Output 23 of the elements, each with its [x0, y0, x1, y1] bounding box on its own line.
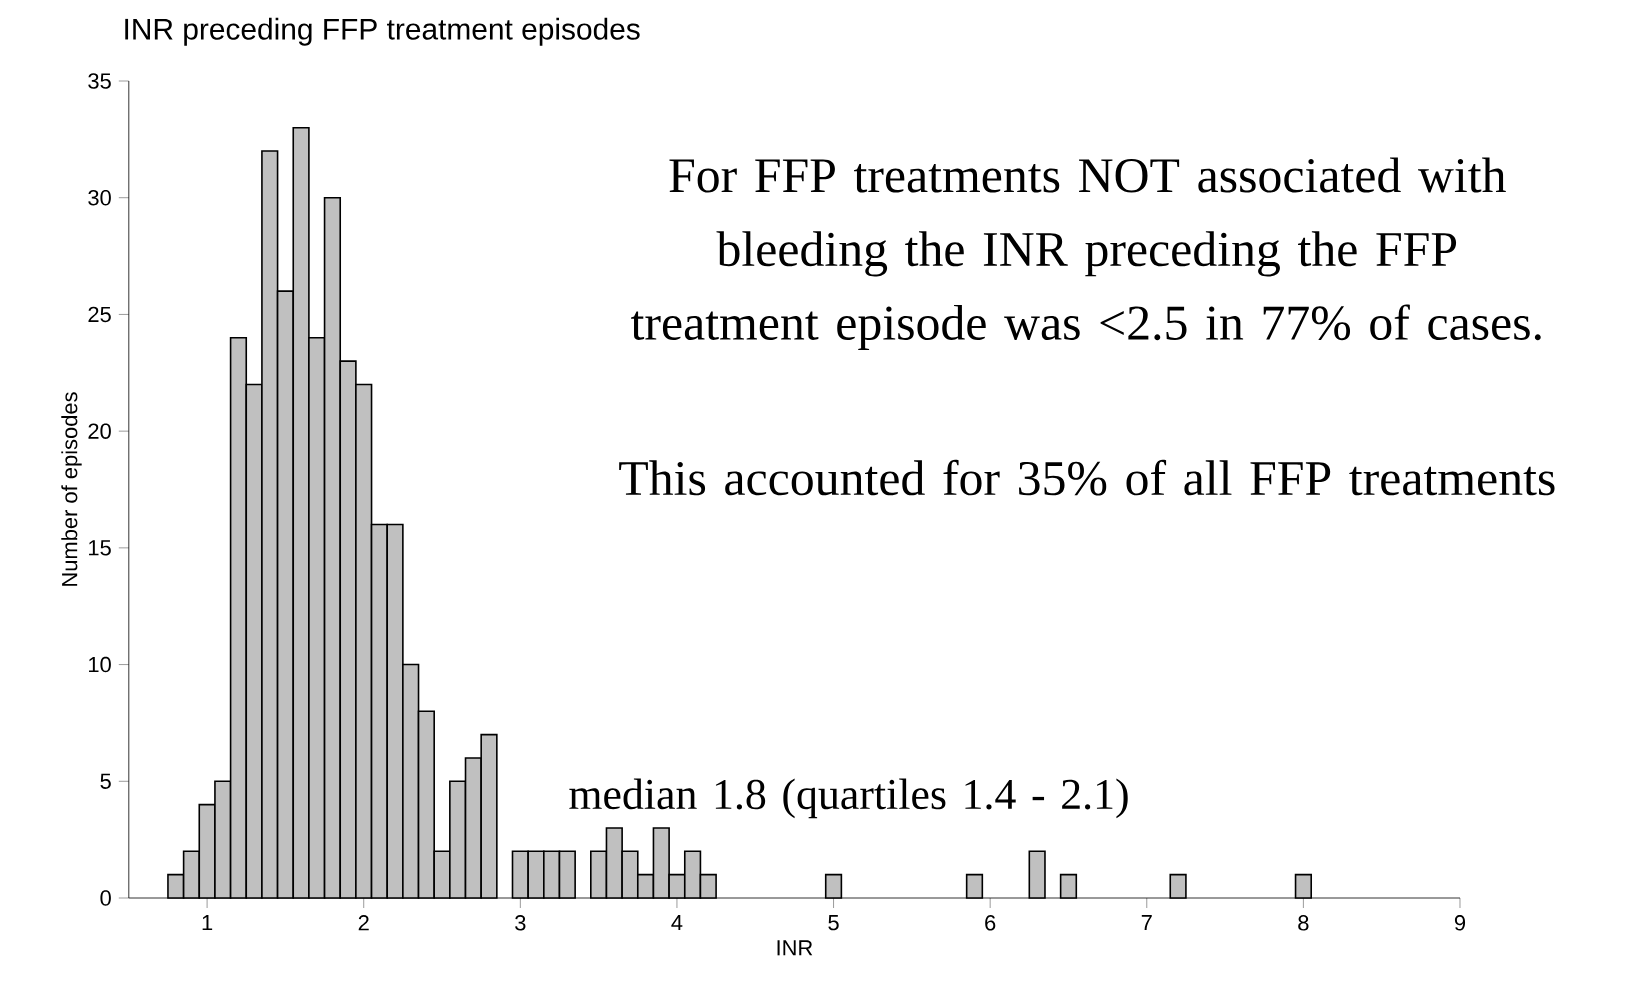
y-tick-label: 35 [88, 73, 111, 89]
x-tick-label: 7 [1141, 915, 1152, 931]
y-tick-label: 20 [88, 423, 111, 439]
x-tick-label: 3 [515, 915, 526, 931]
x-tick-label: 2 [358, 915, 369, 931]
x-tick-label: 8 [1298, 915, 1309, 931]
y-tick-label: 5 [100, 773, 111, 789]
x-axis-title: INR [777, 940, 813, 956]
y-tick-label: 30 [88, 189, 111, 206]
x-tick-label: 4 [671, 915, 683, 931]
y-axis-title: Number of episodes [61, 392, 82, 586]
x-tick-label: 9 [1454, 915, 1466, 931]
x-tick-label: 1 [202, 915, 213, 931]
y-tick-label: 10 [89, 656, 111, 673]
x-tick-label: 6 [985, 915, 996, 931]
annotation: This accounted for 35% of all FFP treatments [619, 459, 1555, 496]
annotation: For FFP treatments NOT associated with bleeding the INR preceding the FFP treatment episode was <2.5 in 77% of cases. [631, 157, 1541, 351]
y-tick-label: 0 [100, 890, 111, 906]
y-tick-label: 25 [88, 306, 111, 323]
y-tick-label: 15 [89, 540, 111, 556]
x-tick-label: 5 [828, 915, 839, 931]
annotation: median 1.8 (quartiles 1.4 - 2.1) [569, 778, 1128, 819]
chart-title: INR preceding FFP treatment episodes [125, 17, 640, 46]
